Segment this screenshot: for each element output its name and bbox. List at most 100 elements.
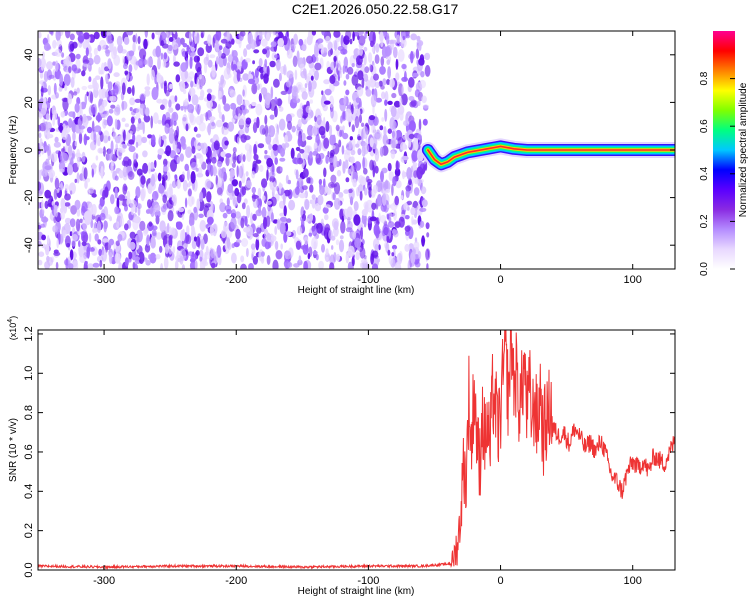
noise-dot	[93, 189, 97, 195]
noise-dot	[129, 241, 136, 250]
noise-dot	[284, 142, 290, 148]
noise-dot	[232, 152, 237, 164]
spectrogram-y-axis-label: Frequency (Hz)	[8, 116, 19, 185]
noise-dot	[86, 246, 90, 259]
noise-dot	[71, 239, 76, 247]
noise-dot	[268, 143, 272, 151]
noise-dot	[250, 243, 256, 250]
noise-dot	[182, 117, 187, 122]
noise-dot	[62, 229, 67, 239]
noise-dot	[182, 143, 186, 150]
noise-dot	[175, 221, 183, 230]
noise-dot	[345, 108, 352, 122]
noise-dot	[135, 60, 143, 66]
noise-dot	[251, 170, 256, 179]
noise-dot	[60, 210, 65, 220]
noise-dot	[329, 262, 335, 269]
y-tick-label: 0.8	[23, 405, 35, 420]
noise-dot	[147, 134, 153, 139]
noise-dot	[54, 60, 59, 72]
noise-dot	[357, 31, 364, 36]
noise-dot	[297, 122, 302, 127]
noise-dot	[215, 56, 219, 65]
noise-dot	[328, 157, 334, 164]
noise-dot	[345, 73, 350, 80]
noise-dot	[197, 47, 205, 57]
noise-dot	[417, 133, 422, 141]
noise-dot	[236, 165, 239, 178]
noise-dot	[358, 175, 364, 184]
noise-dot	[180, 105, 184, 111]
noise-dot	[86, 126, 93, 134]
noise-dot	[222, 212, 228, 219]
noise-dot	[124, 223, 129, 231]
noise-dot	[424, 65, 431, 77]
noise-dot	[102, 99, 108, 107]
noise-dot	[168, 37, 174, 42]
noise-dot	[394, 195, 400, 206]
noise-dot	[351, 74, 359, 86]
noise-dot	[370, 94, 377, 108]
noise-dot	[320, 45, 325, 55]
noise-dot	[211, 64, 216, 78]
noise-dot	[344, 152, 351, 162]
noise-dot	[314, 203, 322, 212]
noise-dot	[411, 150, 419, 162]
noise-dot	[287, 120, 292, 131]
noise-dot	[146, 234, 150, 247]
noise-dot	[258, 205, 261, 214]
noise-dot	[160, 263, 164, 269]
noise-dot	[385, 188, 391, 194]
noise-dot	[188, 71, 195, 79]
noise-dot	[301, 91, 308, 100]
noise-dot	[303, 236, 309, 246]
noise-dot	[392, 120, 397, 130]
noise-dot	[325, 256, 329, 262]
noise-dot	[309, 213, 314, 222]
colorbar-tick-label: 0.2	[699, 214, 710, 228]
noise-dot	[311, 31, 316, 36]
noise-dot	[404, 243, 410, 252]
noise-dot	[369, 137, 374, 148]
noise-dot	[361, 122, 365, 128]
noise-dot	[128, 139, 135, 145]
noise-dot	[128, 251, 133, 260]
noise-dot	[343, 95, 347, 106]
noise-dot	[151, 32, 155, 40]
noise-dot	[383, 180, 391, 192]
noise-dot	[402, 170, 405, 180]
noise-dot	[163, 80, 167, 87]
noise-dot	[97, 112, 101, 123]
noise-dot	[46, 143, 51, 157]
noise-dot	[321, 31, 328, 36]
noise-dot	[351, 124, 355, 133]
noise-dot	[166, 199, 174, 209]
noise-dot	[269, 60, 276, 68]
noise-dot	[247, 32, 254, 45]
noise-dot	[154, 160, 157, 168]
noise-dot	[276, 186, 279, 192]
signal-track-layer	[419, 138, 675, 173]
noise-dot	[240, 255, 245, 263]
noise-dot	[405, 188, 410, 199]
noise-dot	[217, 90, 222, 99]
noise-dot	[390, 39, 397, 44]
noise-dot	[95, 155, 99, 161]
noise-dot	[83, 133, 88, 146]
noise-dot	[335, 124, 340, 132]
noise-dot	[71, 41, 78, 49]
noise-dot	[121, 82, 126, 95]
noise-dot	[323, 116, 326, 129]
noise-dot	[327, 150, 330, 158]
noise-dot	[251, 194, 259, 199]
noise-dot	[96, 220, 102, 234]
noise-dot	[353, 214, 361, 226]
noise-dot	[362, 156, 366, 170]
noise-dot	[88, 247, 95, 252]
noise-dot	[175, 103, 181, 111]
noise-dot	[297, 84, 302, 90]
noise-dot	[352, 178, 357, 188]
noise-dot	[417, 177, 422, 187]
noise-dot	[159, 245, 163, 253]
noise-dot	[257, 65, 262, 72]
